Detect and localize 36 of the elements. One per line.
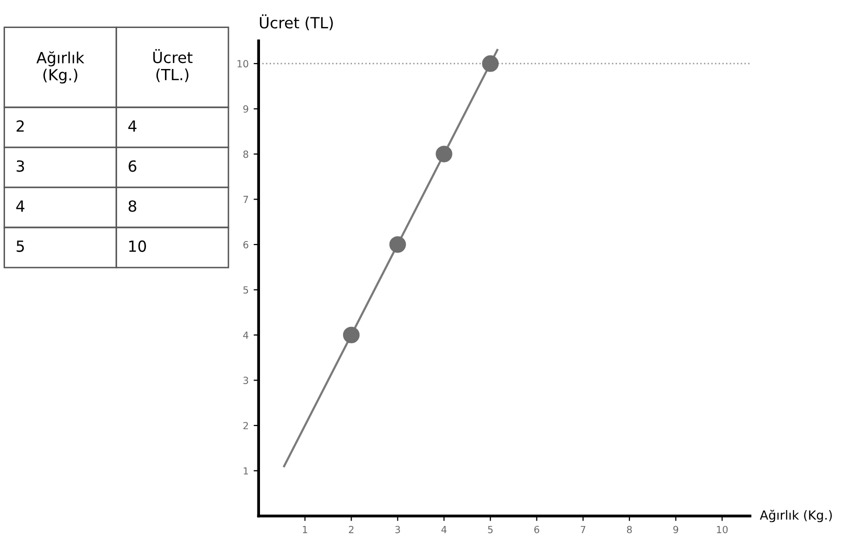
y-tick-label: 2: [243, 422, 248, 430]
x-tick-label: 4: [441, 526, 447, 534]
x-tick-label: 10: [717, 526, 728, 534]
x-tick-label: 9: [673, 526, 678, 534]
text: Ağırlık (Kg.): [36, 51, 84, 84]
text: Ücret (TL.): [153, 49, 192, 82]
text: 4: [128, 120, 136, 132]
text: 8: [128, 200, 136, 212]
point: [482, 55, 499, 72]
text: 2: [16, 120, 24, 132]
y-tick-label: 7: [243, 196, 248, 203]
x-tick-label: 5: [488, 526, 493, 534]
text: 4: [16, 200, 24, 212]
y-tick-label: 5: [243, 286, 248, 294]
y-tick-label: 3: [243, 376, 248, 384]
x-tick-label: 8: [626, 526, 632, 534]
y-tick-label: 10: [238, 60, 248, 68]
text: 3: [16, 160, 24, 172]
y-tick-label: 9: [243, 105, 248, 113]
y-tick-label: 4: [243, 332, 248, 339]
x-tick-label: 2: [348, 526, 354, 534]
point: [343, 326, 360, 344]
point: [436, 146, 452, 162]
x-tick-label: 6: [534, 526, 540, 534]
text: 10: [129, 240, 146, 252]
text: 5: [16, 240, 24, 252]
point: [389, 236, 406, 253]
text: 6: [128, 160, 136, 172]
y-axis-title: Ücret (TL): [260, 14, 333, 30]
y-tick-label: 8: [243, 150, 248, 158]
y-tick-label: 6: [243, 241, 248, 248]
x-tick-label: 3: [395, 526, 400, 534]
x-tick-label: 7: [580, 526, 586, 534]
x-axis-title: Ağırlık (Kg.): [760, 510, 832, 522]
y-tick-label: 1: [244, 467, 248, 474]
x-tick-label: 1: [302, 526, 308, 534]
